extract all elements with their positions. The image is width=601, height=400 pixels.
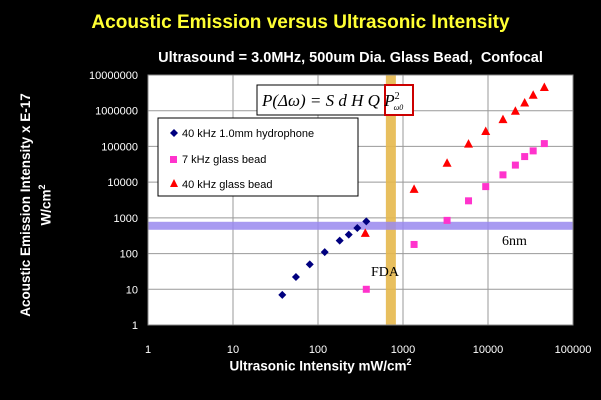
legend-marker-40khz <box>170 179 178 187</box>
formula-box: P(Δω) = S d H Q P2 ω0 <box>256 84 414 116</box>
y-tick-labels: 1 10 100 1000 10000 100000 1000000 10000000 <box>89 70 138 332</box>
formula-text: P(Δω) = S d H Q P2 ω0 <box>261 91 403 112</box>
x-axis-label: Ultrasonic Intensity mW/cm2 <box>0 357 601 374</box>
y-tick-label: 1 <box>132 320 138 332</box>
x-tick-label: 1000 <box>391 344 415 356</box>
x-tick-label: 10 <box>227 344 239 356</box>
chart-subtitle: Ultrasound = 3.0MHz, 500um Dia. Glass Be… <box>158 50 543 66</box>
y-axis-label-sup: 2 <box>36 184 47 190</box>
data-point-40khz <box>464 139 474 148</box>
data-point-7khz <box>511 161 519 169</box>
x-tick-label: 10000 <box>473 344 504 356</box>
legend: 40 kHz 1.0mm hydrophone 7 kHz glass bead… <box>157 117 359 197</box>
y-tick-label: 100 <box>120 249 138 261</box>
x-tick-label: 100 <box>309 344 327 356</box>
data-point-7khz <box>521 153 529 161</box>
x-tick-label: 100000 <box>555 344 592 356</box>
y-tick-label: 10000 <box>107 177 138 189</box>
data-point-40khz <box>528 90 538 99</box>
fda-band <box>385 75 396 325</box>
x-axis-label-sup: 2 <box>406 357 412 367</box>
legend-label-hydrophone: 40 kHz 1.0mm hydrophone <box>182 128 314 140</box>
annotation-bands <box>148 75 573 325</box>
data-points <box>278 82 549 299</box>
data-point-7khz <box>529 147 537 155</box>
x-axis-label-text: Ultrasonic Intensity mW/cm <box>229 358 407 374</box>
data-point-7khz <box>540 140 548 148</box>
data-point-hydrophone <box>353 223 362 232</box>
data-point-hydrophone <box>278 290 287 299</box>
y-axis-label-line1: Acoustic Emission Intensity x E-17 <box>17 93 33 317</box>
data-point-7khz <box>362 285 370 293</box>
data-point-7khz <box>443 216 451 224</box>
data-point-40khz <box>498 114 508 124</box>
data-point-40khz <box>409 184 419 193</box>
data-point-40khz <box>539 82 549 92</box>
y-tick-label: 1000000 <box>95 106 138 118</box>
plot-border <box>147 74 574 326</box>
chart-title: Acoustic Emission versus Ultrasonic Inte… <box>91 12 510 33</box>
x-tick-labels: 1 10 100 1000 10000 100000 <box>145 344 591 356</box>
legend-marker-7khz <box>170 156 177 163</box>
data-point-40khz <box>442 158 452 167</box>
legend-label-7khz: 7 kHz glass bead <box>182 154 266 166</box>
data-point-7khz <box>410 240 418 248</box>
6nm-label: 6nm <box>502 234 527 249</box>
data-point-hydrophone <box>335 236 344 245</box>
data-point-40khz <box>360 228 370 237</box>
y-axis-label: Acoustic Emission Intensity x E-17 W/cm2 <box>18 93 55 317</box>
band-6nm <box>148 221 573 230</box>
fda-label: FDA <box>371 265 400 280</box>
data-point-hydrophone <box>291 273 300 282</box>
data-point-40khz <box>520 97 530 107</box>
data-point-hydrophone <box>344 230 353 239</box>
y-tick-label: 100000 <box>101 141 138 153</box>
y-axis-label-line2: W/cm <box>38 189 54 226</box>
y-tick-label: 10000000 <box>89 70 138 82</box>
data-point-7khz <box>499 171 507 179</box>
data-point-7khz <box>482 183 490 191</box>
legend-label-40khz: 40 kHz glass bead <box>182 179 273 191</box>
legend-marker-hydrophone <box>170 129 178 137</box>
y-tick-label: 1000 <box>114 213 138 225</box>
data-point-hydrophone <box>362 217 371 226</box>
x-tick-label: 1 <box>145 344 151 356</box>
data-point-hydrophone <box>320 248 329 257</box>
data-point-7khz <box>465 197 473 205</box>
y-tick-label: 10 <box>126 284 138 296</box>
data-point-40khz <box>510 106 520 115</box>
data-point-hydrophone <box>305 260 314 269</box>
data-point-40khz <box>481 126 491 136</box>
